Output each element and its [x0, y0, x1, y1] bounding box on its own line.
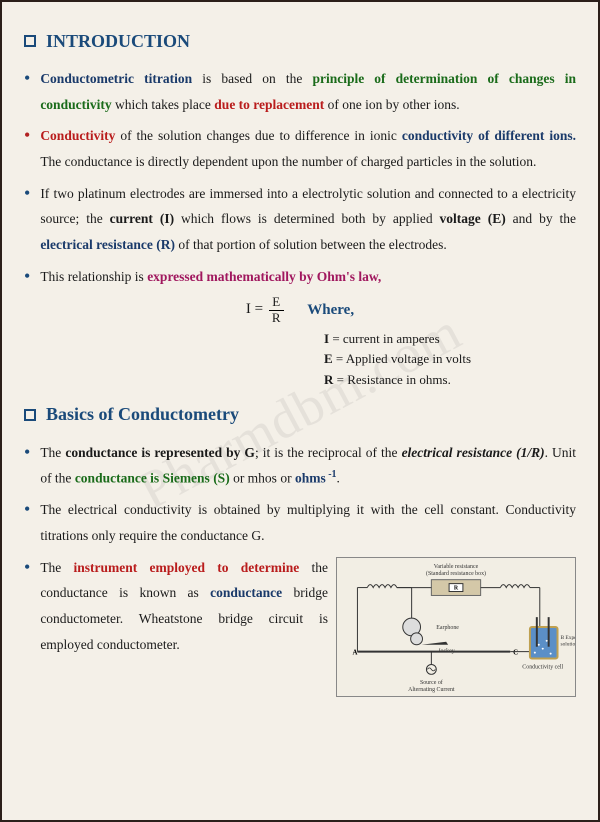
list-item: • If two platinum electrodes are immerse… [24, 181, 576, 258]
svg-text:B Experimental: B Experimental [560, 634, 576, 640]
svg-text:(Standard resistance box): (Standard resistance box) [426, 569, 486, 576]
list-text: The electrical conductivity is obtained … [40, 497, 576, 548]
section-basics-header: Basics of Conductometry [24, 397, 576, 431]
square-bullet-icon [24, 409, 36, 421]
svg-text:Earphone: Earphone [436, 625, 459, 631]
square-bullet-icon [24, 35, 36, 47]
list-item: • The conductance is represented by G; i… [24, 440, 576, 492]
bullet-dot-icon: • [24, 264, 30, 290]
section-intro-header: INTRODUCTION [24, 24, 576, 58]
intro-list: • Conductometric titration is based on t… [24, 66, 576, 289]
list-text: Conductometric titration is based on the… [40, 66, 576, 117]
svg-text:solution: solution [560, 641, 576, 647]
wheatstone-bridge-diagram: Variable resistance (Standard resistance… [336, 557, 576, 697]
bullet-dot-icon: • [24, 497, 30, 548]
bullet-dot-icon: • [24, 66, 30, 117]
bullet-dot-icon: • [24, 181, 30, 258]
list-text: If two platinum electrodes are immersed … [40, 181, 576, 258]
list-text: The instrument employed to determine the… [40, 555, 328, 658]
svg-text:Alternating Current: Alternating Current [408, 687, 455, 693]
list-text: Conductivity of the solution changes due… [40, 123, 576, 174]
list-item: • Conductivity of the solution changes d… [24, 123, 576, 174]
ohms-law-formula: I = ER Where, [24, 295, 576, 325]
basics-list: • The conductance is represented by G; i… [24, 440, 576, 549]
svg-text:Conductivity cell: Conductivity cell [522, 664, 563, 670]
svg-text:R: R [454, 585, 459, 591]
svg-text:Source of: Source of [420, 679, 443, 686]
list-item: • Conductometric titration is based on t… [24, 66, 576, 117]
document-content: INTRODUCTION • Conductometric titration … [24, 24, 576, 697]
list-text: This relationship is expressed mathemati… [40, 264, 576, 290]
svg-text:Variable resistance: Variable resistance [434, 564, 479, 570]
bullet-dot-icon: • [24, 555, 30, 697]
formula-legend: I = current in amperes E = Applied volta… [324, 329, 576, 390]
section-intro-title: INTRODUCTION [46, 24, 190, 58]
svg-text:C: C [513, 649, 518, 656]
list-text: The conductance is represented by G; it … [40, 440, 576, 492]
svg-text:A: A [353, 649, 358, 656]
section-basics-title: Basics of Conductometry [46, 397, 239, 431]
bullet-dot-icon: • [24, 440, 30, 492]
list-item-with-diagram: • Variable resistance (Standard resistan… [24, 555, 576, 697]
list-item: • The electrical conductivity is obtaine… [24, 497, 576, 548]
list-item: • This relationship is expressed mathema… [24, 264, 576, 290]
bullet-dot-icon: • [24, 123, 30, 174]
